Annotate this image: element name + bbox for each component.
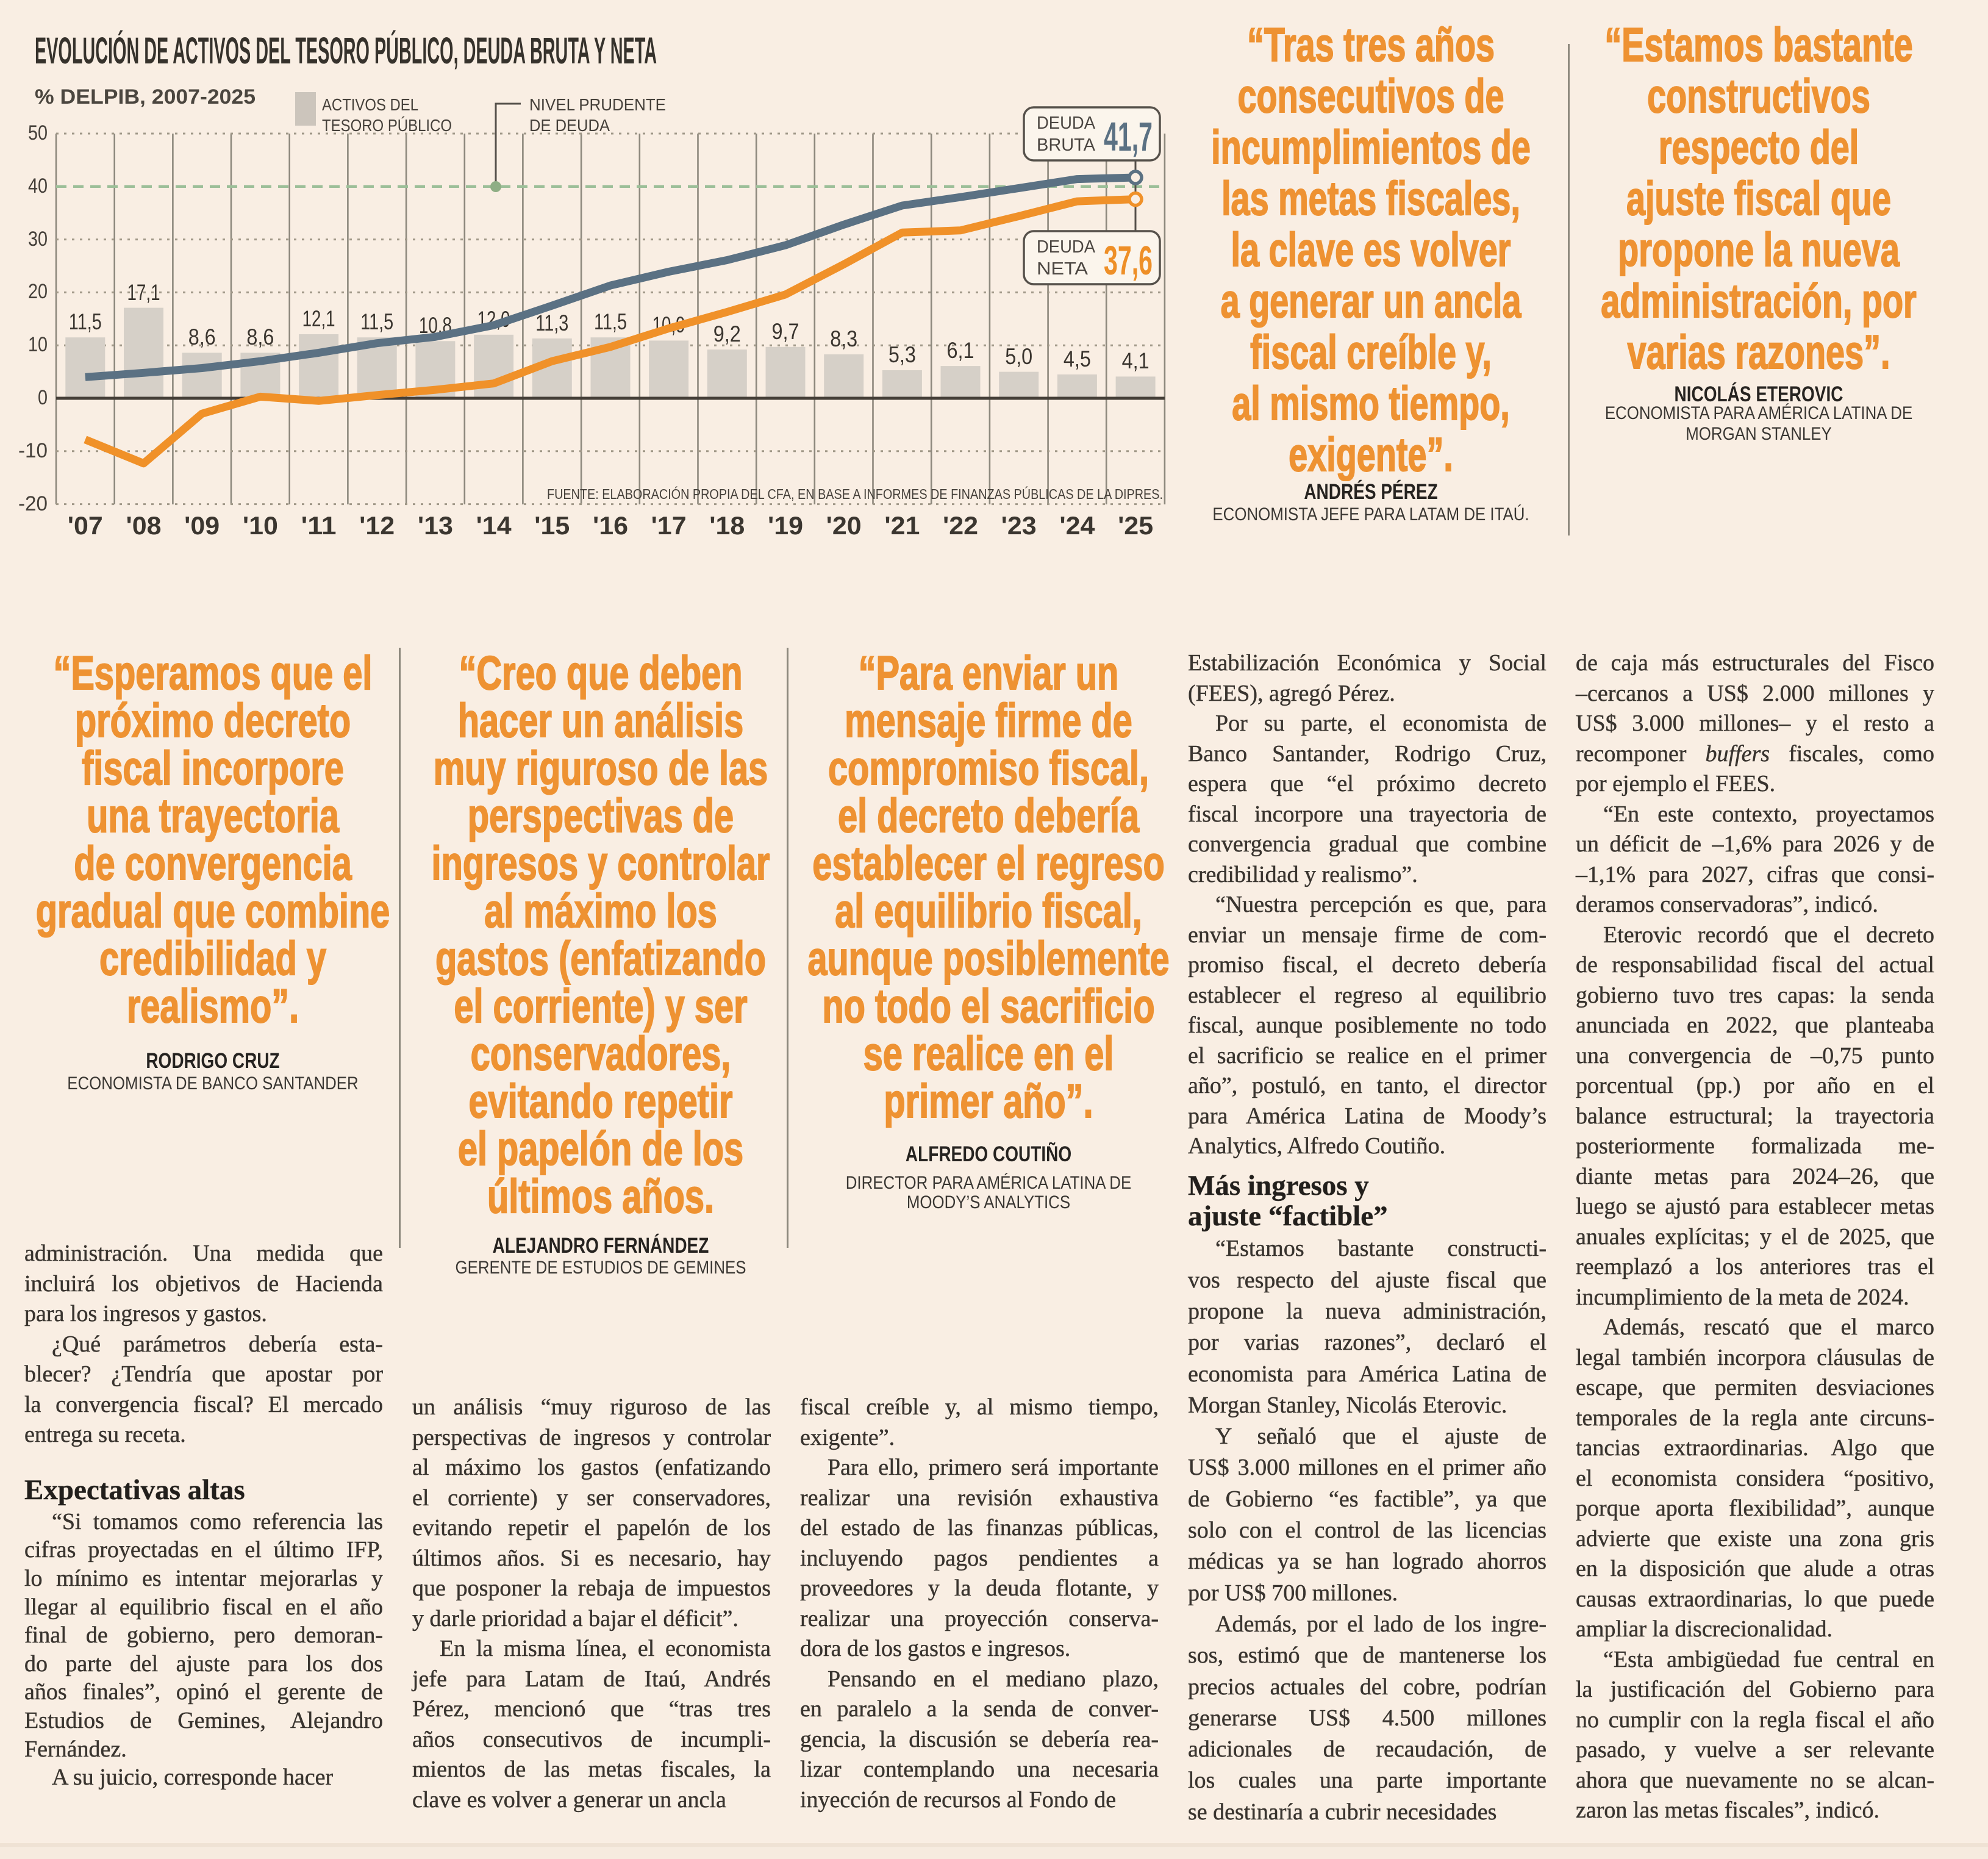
svg-text:4,5: 4,5 <box>1064 346 1091 371</box>
svg-text:TESORO PÚBLICO: TESORO PÚBLICO <box>322 116 452 135</box>
svg-text:5,3: 5,3 <box>889 342 916 367</box>
svg-text:'23: '23 <box>1001 511 1037 540</box>
svg-text:'10: '10 <box>243 511 278 540</box>
svg-text:'15: '15 <box>534 511 570 540</box>
svg-text:40: 40 <box>28 174 48 198</box>
svg-text:EVOLUCIÓN DE ACTIVOS DEL TESOR: EVOLUCIÓN DE ACTIVOS DEL TESORO PÚBLICO,… <box>35 30 657 71</box>
svg-text:12,1: 12,1 <box>302 306 335 331</box>
svg-text:'14: '14 <box>476 511 512 540</box>
svg-text:8,6: 8,6 <box>246 324 274 349</box>
svg-text:% DELPIB, 2007-2025: % DELPIB, 2007-2025 <box>35 85 256 109</box>
svg-text:11,5: 11,5 <box>594 309 627 334</box>
svg-text:DEUDA: DEUDA <box>1037 113 1096 133</box>
svg-text:-20: -20 <box>18 492 48 515</box>
svg-text:9,7: 9,7 <box>772 319 799 344</box>
svg-text:5,0: 5,0 <box>1005 344 1032 369</box>
svg-text:'21: '21 <box>884 511 920 540</box>
svg-text:'09: '09 <box>184 511 220 540</box>
svg-text:8,3: 8,3 <box>830 326 857 351</box>
svg-text:'07: '07 <box>68 511 103 540</box>
svg-text:41,7: 41,7 <box>1104 114 1153 160</box>
svg-text:30: 30 <box>28 227 48 251</box>
svg-text:'25: '25 <box>1118 511 1153 540</box>
svg-text:0: 0 <box>38 386 48 409</box>
svg-text:'11: '11 <box>301 511 337 540</box>
svg-text:'18: '18 <box>709 511 745 540</box>
svg-text:4,1: 4,1 <box>1122 348 1150 373</box>
svg-text:ACTIVOS DEL: ACTIVOS DEL <box>322 95 418 114</box>
svg-text:-10: -10 <box>18 439 48 462</box>
svg-text:10: 10 <box>28 333 48 356</box>
svg-text:17,1: 17,1 <box>127 280 160 305</box>
svg-text:DE DEUDA: DE DEUDA <box>529 116 610 135</box>
svg-text:'12: '12 <box>359 511 395 540</box>
svg-text:37,6: 37,6 <box>1104 238 1153 284</box>
svg-text:'17: '17 <box>651 511 687 540</box>
svg-text:'24: '24 <box>1059 511 1095 540</box>
svg-text:DEUDA: DEUDA <box>1037 237 1096 257</box>
svg-text:9,2: 9,2 <box>713 321 741 346</box>
svg-text:'22: '22 <box>943 511 978 540</box>
svg-text:'16: '16 <box>593 511 628 540</box>
svg-text:NETA: NETA <box>1037 259 1089 279</box>
svg-text:8,6: 8,6 <box>188 324 216 349</box>
svg-text:FUENTE: ELABORACIÓN PROPIA DEL: FUENTE: ELABORACIÓN PROPIA DEL CFA, EN B… <box>547 486 1163 502</box>
svg-text:11,5: 11,5 <box>360 309 393 334</box>
svg-text:20: 20 <box>28 280 48 303</box>
svg-text:50: 50 <box>28 121 48 145</box>
svg-text:'08: '08 <box>126 511 162 540</box>
svg-text:'20: '20 <box>826 511 862 540</box>
svg-text:NIVEL PRUDENTE: NIVEL PRUDENTE <box>529 95 666 114</box>
svg-text:6,1: 6,1 <box>947 338 974 363</box>
svg-text:'13: '13 <box>418 511 453 540</box>
svg-text:11,5: 11,5 <box>69 309 102 334</box>
svg-text:BRUTA: BRUTA <box>1037 135 1096 155</box>
svg-text:11,3: 11,3 <box>535 310 568 335</box>
svg-text:'19: '19 <box>768 511 803 540</box>
